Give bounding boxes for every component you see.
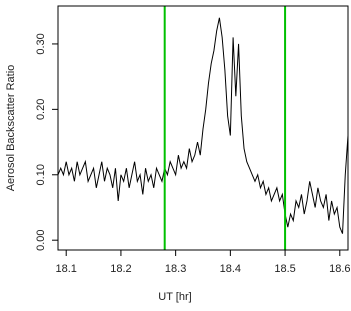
x-tick-label: 18.4 (220, 263, 241, 275)
y-tick-label: 0.00 (35, 229, 47, 250)
x-tick-label: 18.5 (274, 263, 295, 275)
y-tick-label: 0.30 (35, 33, 47, 54)
x-axis-label: UT [hr] (158, 291, 191, 303)
x-tick-label: 18.6 (329, 263, 350, 275)
x-tick-label: 18.2 (110, 263, 131, 275)
y-axis-label: Aerosol Backscatter Ratio (5, 65, 17, 192)
data-line (57, 17, 349, 234)
plot-frame (57, 5, 349, 251)
x-tick-label: 18.1 (55, 263, 76, 275)
x-tick-label: 18.3 (165, 263, 186, 275)
y-tick-label: 0.10 (35, 164, 47, 185)
y-tick-label: 0.20 (35, 99, 47, 120)
